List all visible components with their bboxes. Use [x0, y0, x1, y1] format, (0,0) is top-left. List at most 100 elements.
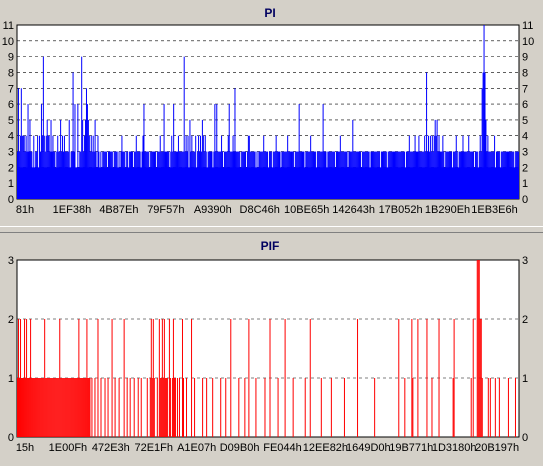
- pi-bar: [367, 151, 369, 199]
- pi-bar: [143, 104, 145, 199]
- pif-bar: [411, 319, 413, 437]
- pi-bar: [432, 151, 434, 199]
- pi-bar: [460, 151, 462, 199]
- pi-bar: [259, 151, 261, 199]
- pif-x-axis: 15h 1E00Fh 472E3h 72E1Fh A1E07h D09B0h FE044h 1…: [16, 442, 519, 454]
- pi-bar: [328, 151, 330, 199]
- pif-bar: [66, 378, 68, 437]
- pif-bar: [398, 319, 400, 437]
- pi-bar: [85, 88, 87, 199]
- pi-bar: [430, 151, 432, 199]
- pi-bar: [214, 104, 216, 199]
- pi-bar: [450, 151, 452, 199]
- pi-bar: [334, 151, 336, 199]
- pi-bar: [443, 151, 445, 199]
- pi-bar: [152, 151, 154, 199]
- pi-bar: [235, 151, 237, 199]
- pi-bar: [72, 72, 74, 199]
- pi-bar: [127, 151, 129, 199]
- pi-bar: [86, 104, 88, 199]
- pi-bar: [213, 151, 215, 199]
- pi-bar: [249, 151, 251, 199]
- pi-bar: [56, 151, 58, 199]
- pi-bar: [372, 151, 374, 199]
- pi-bar: [353, 151, 355, 199]
- pi-bar: [138, 151, 140, 199]
- pif-bar: [61, 378, 63, 437]
- pi-bar: [500, 151, 502, 199]
- pi-bar: [156, 151, 158, 199]
- pi-bar: [85, 119, 87, 199]
- pi-bar: [384, 151, 386, 199]
- pif-bar: [27, 378, 29, 437]
- pi-bar: [421, 151, 423, 199]
- pi-bar: [472, 151, 474, 199]
- pi-bar: [251, 151, 253, 199]
- pi-bar: [292, 151, 294, 199]
- pif-bar: [48, 378, 50, 437]
- pi-y-tick-label-right: 9: [522, 52, 528, 64]
- pi-bar: [217, 151, 219, 199]
- pi-bar: [406, 151, 408, 199]
- pi-bar: [393, 151, 395, 199]
- pi-bar: [496, 151, 498, 199]
- pi-bar: [485, 119, 487, 199]
- pi-bar: [182, 151, 184, 199]
- pi-bar: [139, 151, 141, 199]
- pi-bar: [336, 151, 338, 199]
- pi-bar: [340, 151, 342, 199]
- pif-bar: [137, 378, 139, 437]
- pi-bar: [267, 151, 269, 199]
- pif-bar: [248, 319, 250, 437]
- pi-bar: [284, 151, 286, 199]
- pi-bar: [311, 151, 313, 199]
- pi-bar: [215, 151, 217, 199]
- pif-bar: [269, 319, 271, 437]
- pi-bar: [209, 151, 211, 199]
- pif-bar: [149, 378, 151, 437]
- pi-y-tick-label-left: 3: [8, 147, 14, 159]
- pi-bar: [159, 135, 161, 199]
- pi-bar: [482, 72, 484, 199]
- pi-bar: [414, 135, 416, 199]
- pi-bar: [245, 151, 247, 199]
- pif-bar: [64, 378, 66, 437]
- pif-bar: [181, 319, 183, 437]
- pi-bar: [109, 151, 111, 199]
- pi-bar: [108, 151, 110, 199]
- pif-bar: [51, 378, 53, 437]
- pi-bar: [452, 151, 454, 199]
- pi-bar: [351, 151, 353, 199]
- pi-bar: [426, 72, 428, 199]
- pi-bar: [171, 135, 173, 199]
- pif-bar: [173, 378, 175, 437]
- pi-bar: [476, 151, 478, 199]
- pi-bar: [309, 151, 311, 199]
- pi-bar: [410, 151, 412, 199]
- pi-bar: [97, 135, 99, 199]
- pi-bar: [332, 151, 334, 199]
- pif-bar: [507, 378, 509, 437]
- pi-bar: [178, 151, 180, 199]
- pi-bar: [131, 151, 133, 199]
- pi-bar: [492, 151, 494, 199]
- pif-bar: [26, 319, 28, 437]
- pi-bar: [349, 151, 351, 199]
- pif-bar: [94, 378, 96, 437]
- pif-bar: [431, 378, 433, 437]
- pif-bar: [82, 378, 84, 437]
- pi-bar: [400, 151, 402, 199]
- pi-bar: [517, 151, 519, 199]
- pi-bar: [316, 151, 318, 199]
- pif-bar: [163, 319, 165, 437]
- pi-bar: [165, 151, 167, 199]
- pi-bar: [153, 151, 155, 199]
- pi-bar: [431, 135, 433, 199]
- pi-bar: [20, 88, 22, 199]
- pif-bar: [151, 378, 153, 437]
- pi-bar: [270, 151, 272, 199]
- pif-bar: [129, 378, 131, 437]
- pi-bar: [133, 151, 135, 199]
- pi-bar: [456, 151, 458, 199]
- pi-bar: [264, 151, 266, 199]
